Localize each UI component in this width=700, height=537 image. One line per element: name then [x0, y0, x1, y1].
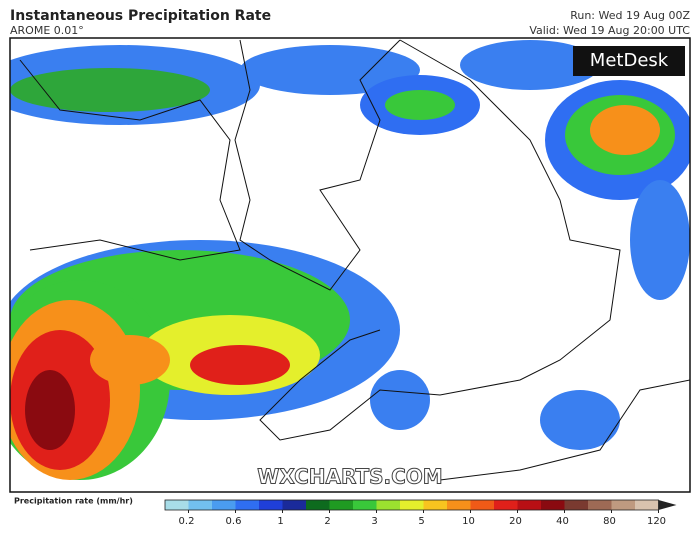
colorbar-swatch — [259, 500, 283, 510]
map: MetDesk WXCHARTS.COM — [9, 37, 691, 493]
colorbar-tick-label: 1 — [277, 516, 283, 527]
legend-label: Precipitation rate (mm/hr) — [14, 497, 133, 506]
colorbar-swatch — [517, 500, 542, 510]
colorbar-tick-label: 120 — [647, 516, 666, 527]
colorbar-swatch — [165, 500, 189, 510]
colorbar-tick-label: 0.2 — [179, 516, 195, 527]
colorbar-tick-label: 3 — [371, 516, 377, 527]
colorbar-swatch — [329, 500, 354, 510]
colorbar-tick-label: 80 — [603, 516, 616, 527]
colorbar-swatch — [306, 500, 330, 510]
colorbar-swatch — [282, 500, 307, 510]
colorbar-swatch — [212, 500, 236, 510]
colorbar-swatch — [494, 500, 518, 510]
colorbar-swatch — [470, 500, 495, 510]
colorbar-swatch — [423, 500, 448, 510]
colorbar-swatch — [588, 500, 612, 510]
colorbar-swatch — [376, 500, 401, 510]
model: AROME 0.01° — [10, 24, 84, 37]
colorbar-swatch — [541, 500, 565, 510]
valid-time: Valid: Wed 19 Aug 20:00 UTC — [529, 24, 690, 37]
colorbar-tick-label: 10 — [462, 516, 475, 527]
colorbar-swatch — [611, 500, 636, 510]
run-time: Run: Wed 19 Aug 00Z — [570, 9, 690, 22]
colorbar-swatch — [235, 500, 260, 510]
colorbar-swatch — [635, 500, 659, 510]
colorbar-tick-label: 20 — [509, 516, 522, 527]
colorbar-arrow — [658, 500, 677, 510]
colorbar-swatch — [564, 500, 589, 510]
colorbar-frame — [164, 499, 659, 511]
colorbar-tick-label: 5 — [418, 516, 424, 527]
colorbar-tick-label: 40 — [556, 516, 569, 527]
colorbar: 0.2 0.6 1 2 3 5 10 20 40 80 120 — [164, 499, 677, 527]
logo: MetDesk — [590, 50, 669, 71]
watermark: WXCHARTS.COM — [257, 465, 442, 489]
colorbar-tick-label: 2 — [324, 516, 330, 527]
colorbar-swatch — [353, 500, 377, 510]
colorbar-swatch — [188, 500, 213, 510]
title: Instantaneous Precipitation Rate — [10, 8, 271, 24]
colorbar-swatch — [447, 500, 471, 510]
colorbar-swatch — [400, 500, 424, 510]
colorbar-tick-label: 0.6 — [226, 516, 242, 527]
